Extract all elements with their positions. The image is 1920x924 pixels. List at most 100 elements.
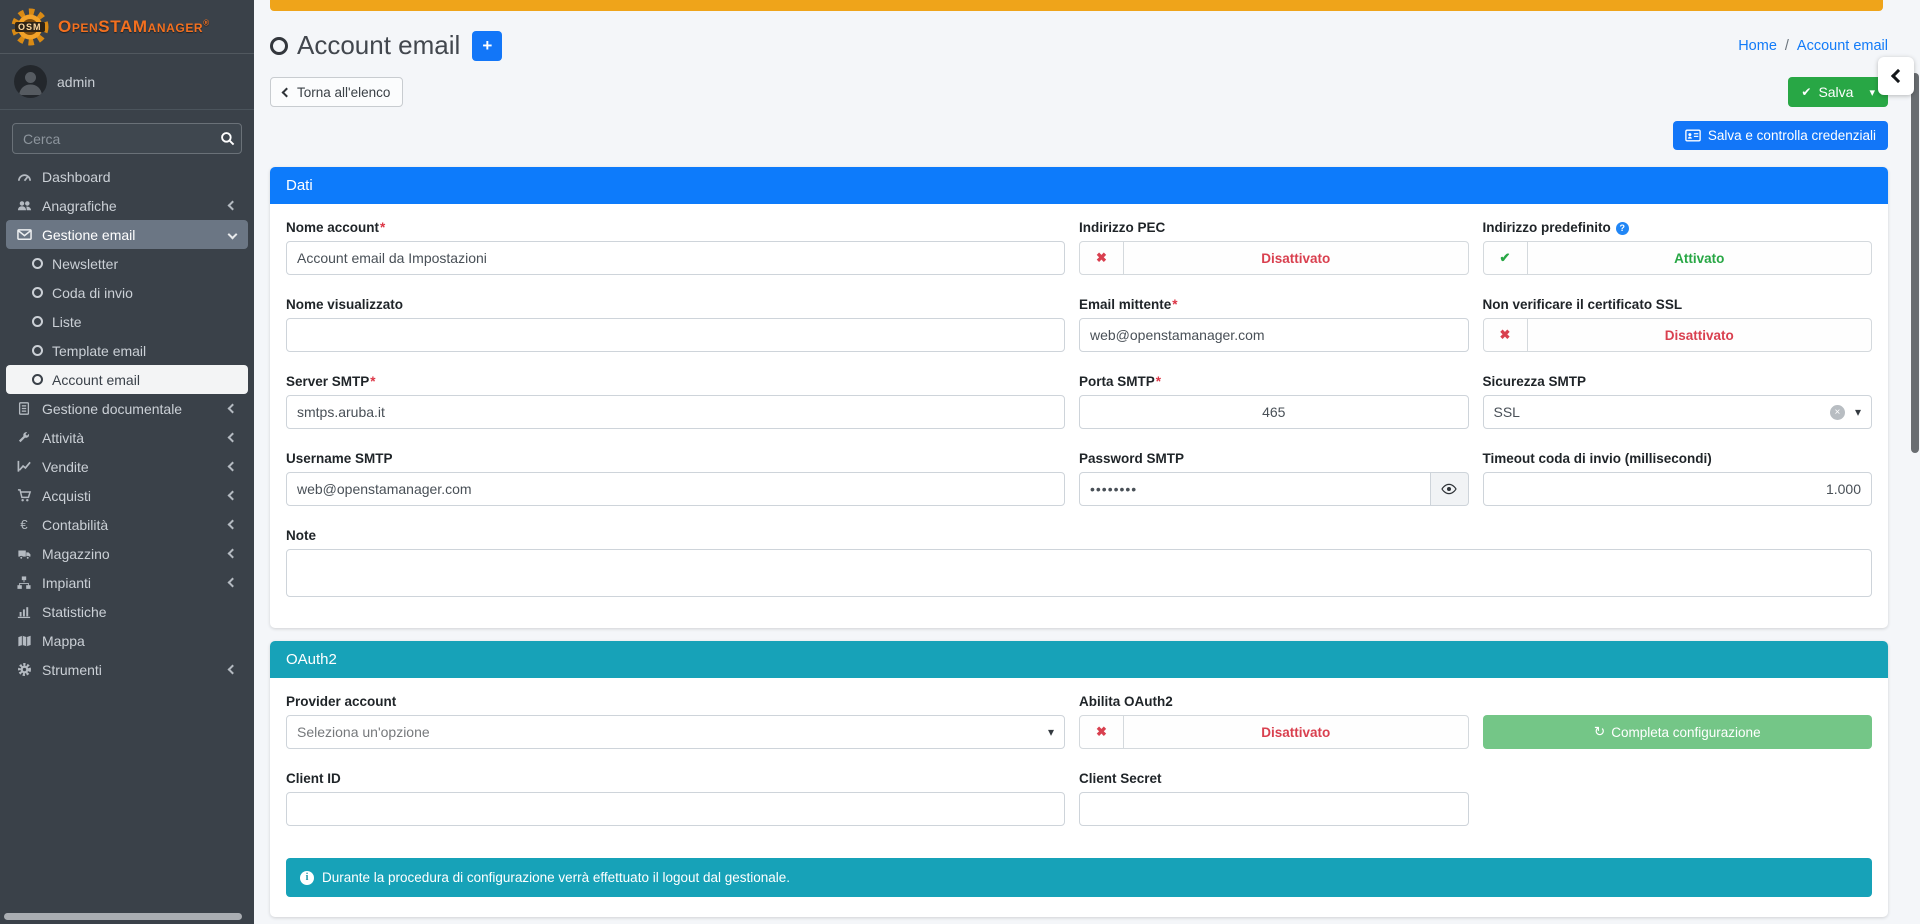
breadcrumb-separator: / — [1784, 37, 1789, 54]
chevron-left-icon — [227, 519, 238, 530]
search-icon[interactable] — [214, 124, 241, 153]
brand[interactable]: OSM OpenSTAManager® — [0, 0, 254, 54]
sidebar-item-newsletter[interactable]: Newsletter — [6, 249, 248, 278]
required-asterisk: * — [1155, 374, 1162, 389]
collapse-panel-button[interactable] — [1878, 57, 1914, 95]
help-icon[interactable]: ? — [1615, 221, 1629, 235]
dati-panel-body: Nome account* Indirizzo PEC ✖ Disattivat… — [270, 204, 1888, 628]
wrench-icon — [14, 431, 34, 445]
save-check-row: Salva e controlla credenziali — [270, 121, 1888, 150]
sidebar-item-vendite[interactable]: Vendite — [6, 452, 248, 481]
client-secret-input[interactable] — [1079, 792, 1469, 826]
user-panel: admin — [0, 54, 254, 110]
sidebar-item-gestione-email[interactable]: Gestione email — [6, 220, 248, 249]
non-verificare-ssl-toggle[interactable]: ✖ Disattivato — [1482, 318, 1872, 352]
sidebar-item-strumenti[interactable]: Strumenti — [6, 655, 248, 684]
breadcrumb-home-link[interactable]: Home — [1738, 37, 1777, 54]
sidebar-item-attivita[interactable]: Attività — [6, 423, 248, 452]
sidebar-item-dashboard[interactable]: Dashboard — [6, 162, 248, 191]
sidebar-item-liste[interactable]: Liste — [6, 307, 248, 336]
sidebar-item-contabilita[interactable]: € Contabilità — [6, 510, 248, 539]
sidebar-item-acquisti[interactable]: Acquisti — [6, 481, 248, 510]
logo-osm-text: OSM — [15, 21, 45, 32]
top-accent-bar — [270, 0, 1883, 11]
note-textarea[interactable] — [286, 549, 1872, 597]
toggle-state-label: Disattivato — [1664, 327, 1734, 343]
document-icon — [14, 401, 34, 416]
oauth2-info-alert: i Durante la procedura di configurazione… — [286, 858, 1872, 897]
cart-icon — [14, 488, 34, 503]
chart-line-icon — [14, 459, 34, 474]
field-nome-visualizzato: Nome visualizzato — [286, 297, 1065, 352]
show-password-button[interactable] — [1430, 472, 1469, 506]
breadcrumb-current-link[interactable]: Account email — [1796, 37, 1888, 54]
circle-icon — [32, 316, 43, 327]
abilita-oauth2-toggle[interactable]: ✖ Disattivato — [1079, 715, 1469, 749]
sidebar: OSM OpenSTAManager® admin Dashbo — [0, 0, 254, 924]
sidebar-item-impianti[interactable]: Impianti — [6, 568, 248, 597]
server-smtp-input[interactable] — [286, 395, 1065, 429]
field-provider-account: Provider account Seleziona un'opzione ▾ — [286, 694, 1065, 749]
osm-gear-logo-icon: OSM — [10, 7, 50, 47]
main-content: Account email + Home / Account email Tor… — [254, 0, 1920, 924]
plus-icon: + — [482, 35, 493, 55]
back-to-list-button[interactable]: Torna all'elenco — [270, 77, 404, 107]
chevron-left-icon — [227, 664, 238, 675]
required-asterisk: * — [370, 374, 376, 389]
circle-icon — [32, 345, 43, 356]
toggle-state-label: Disattivato — [1261, 724, 1331, 740]
caret-down-icon: ▾ — [1047, 725, 1054, 739]
provider-account-select[interactable]: Seleziona un'opzione ▾ — [286, 715, 1065, 749]
sidebar-item-mappa[interactable]: Mappa — [6, 626, 248, 655]
sidebar-item-gestione-documentale[interactable]: Gestione documentale — [6, 394, 248, 423]
client-id-input[interactable] — [286, 792, 1065, 826]
page-vertical-scrollbar[interactable] — [1911, 73, 1919, 453]
nome-visualizzato-input[interactable] — [286, 318, 1065, 352]
nome-account-input[interactable] — [286, 241, 1065, 275]
email-mittente-input[interactable] — [1079, 318, 1469, 352]
password-smtp-input[interactable] — [1079, 472, 1431, 506]
sidebar-item-magazzino[interactable]: Magazzino — [6, 539, 248, 568]
field-note: Note — [286, 528, 1872, 602]
refresh-icon: ↻ — [1593, 724, 1606, 739]
add-record-button[interactable]: + — [472, 30, 503, 61]
oauth2-panel-header: OAuth2 — [270, 641, 1888, 678]
save-button[interactable]: ✔ Salva ▾ — [1788, 77, 1888, 107]
map-icon — [14, 634, 34, 648]
sidebar-item-anagrafiche[interactable]: Anagrafiche — [6, 191, 248, 220]
field-username-smtp: Username SMTP — [286, 451, 1065, 506]
save-and-check-credentials-button[interactable]: Salva e controlla credenziali — [1672, 121, 1888, 150]
sidebar-item-account-email[interactable]: Account email — [6, 365, 248, 394]
chevron-left-icon — [227, 200, 238, 211]
indirizzo-pec-toggle[interactable]: ✖ Disattivato — [1079, 241, 1469, 275]
timeout-input[interactable] — [1482, 472, 1872, 506]
select-placeholder: Seleziona un'opzione — [297, 724, 430, 740]
field-non-verificare-ssl: Non verificare il certificato SSL ✖ Disa… — [1482, 297, 1872, 352]
brand-name: OpenSTAManager® — [58, 16, 210, 36]
field-password-smtp: Password SMTP — [1079, 451, 1469, 506]
check-icon: ✔ — [1801, 85, 1812, 99]
envelope-icon — [14, 227, 34, 242]
indirizzo-predefinito-toggle[interactable]: ✔ Attivato — [1482, 241, 1872, 275]
gear-icon — [14, 662, 34, 677]
sidebar-nav: Dashboard Anagrafiche Gestione email — [0, 162, 254, 684]
sidebar-item-template-email[interactable]: Template email — [6, 336, 248, 365]
sidebar-item-statistiche[interactable]: Statistiche — [6, 597, 248, 626]
gauge-icon — [14, 169, 34, 184]
truck-icon — [14, 547, 34, 561]
search-input[interactable] — [13, 124, 214, 153]
username-smtp-input[interactable] — [286, 472, 1065, 506]
field-email-mittente: Email mittente* — [1079, 297, 1469, 352]
avatar — [14, 65, 47, 98]
completa-configurazione-button[interactable]: ↻ Completa configurazione — [1482, 715, 1872, 749]
sidebar-item-coda-di-invio[interactable]: Coda di invio — [6, 278, 248, 307]
sicurezza-smtp-select[interactable]: SSL × ▾ — [1482, 395, 1872, 429]
euro-icon: € — [20, 517, 28, 532]
chevron-left-icon — [1890, 68, 1905, 84]
sidebar-horizontal-scrollbar[interactable] — [4, 913, 242, 920]
clear-selection-icon[interactable]: × — [1829, 404, 1845, 420]
porta-smtp-input[interactable] — [1079, 395, 1469, 429]
user-name: admin — [57, 73, 96, 90]
caret-down-icon[interactable]: ▾ — [1869, 86, 1875, 99]
field-indirizzo-pec: Indirizzo PEC ✖ Disattivato — [1079, 220, 1469, 275]
